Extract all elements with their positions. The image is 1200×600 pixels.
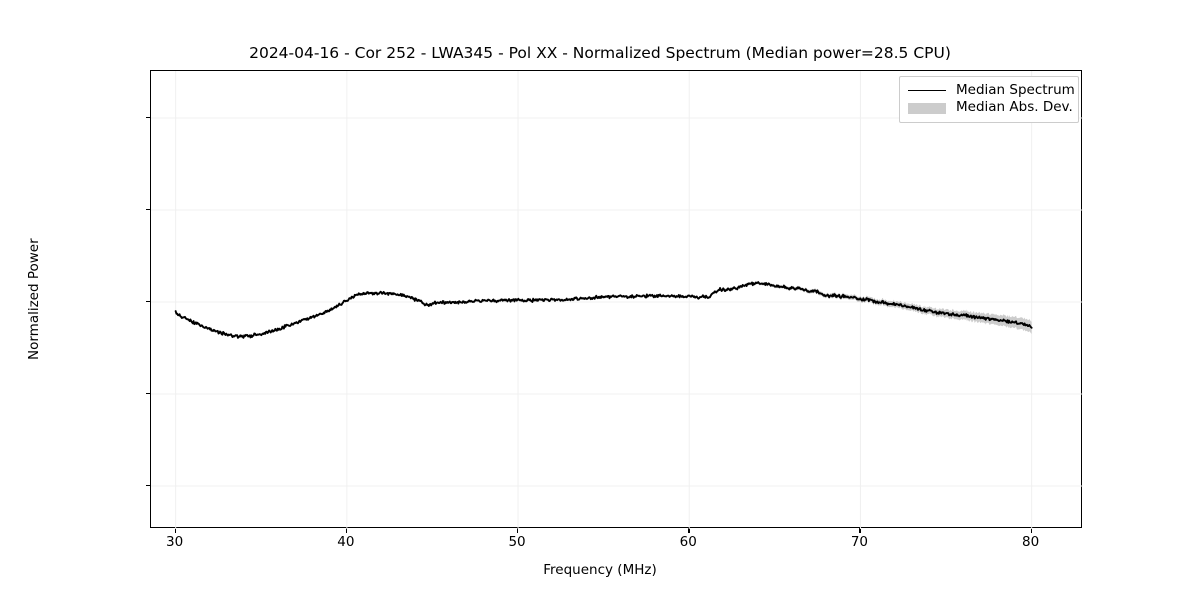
y-tick-mark (146, 209, 151, 211)
x-tick-label: 40 (337, 534, 355, 550)
legend-label-median-abs-dev: Median Abs. Dev. (956, 99, 1073, 115)
y-tick-mark (146, 392, 151, 395)
legend-patch-swatch-icon (907, 101, 947, 115)
legend-item-median-abs-dev: Median Abs. Dev. (907, 99, 1073, 116)
plot-area (150, 70, 1083, 529)
y-tick-mark (146, 484, 151, 487)
legend-box: Median Spectrum Median Abs. Dev. (899, 76, 1079, 123)
y-tick-mark (146, 117, 151, 119)
median-spectrum-line (174, 281, 1033, 339)
x-tick-mark (1030, 528, 1032, 533)
x-tick-mark (688, 528, 690, 533)
x-tick-label: 60 (679, 534, 697, 550)
y-tick-mark (146, 301, 151, 303)
x-tick-label: 30 (166, 534, 184, 550)
x-axis-label: Frequency (MHz) (543, 562, 657, 578)
y-axis-label: Normalized Power (26, 238, 42, 360)
x-tick-label: 50 (508, 534, 526, 550)
spectrum-plot (151, 71, 1083, 529)
x-tick-mark (859, 528, 861, 533)
x-tick-mark (517, 528, 519, 533)
legend-line-swatch-icon (907, 84, 947, 98)
page-title: 2024-04-16 - Cor 252 - LWA345 - Pol XX -… (249, 44, 951, 62)
x-tick-mark (345, 528, 348, 533)
legend-item-median-spectrum: Median Spectrum (907, 82, 1075, 99)
median-abs-dev-band (175, 280, 1032, 339)
x-tick-label: 70 (850, 534, 869, 550)
x-tick-label: 80 (1022, 534, 1040, 550)
grid-lines (151, 71, 1083, 529)
x-tick-mark (174, 528, 176, 533)
legend-label-median-spectrum: Median Spectrum (956, 82, 1075, 98)
